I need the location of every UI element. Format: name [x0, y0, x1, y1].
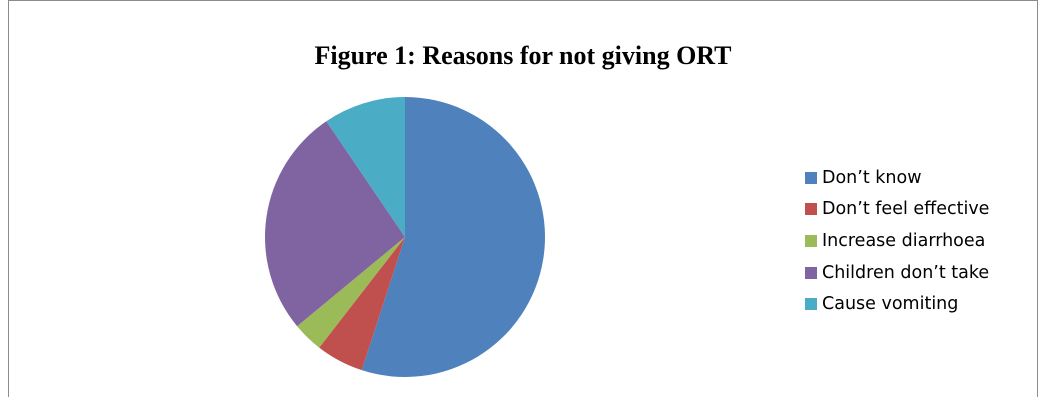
legend-swatch: [805, 171, 817, 184]
pie-slices: [265, 97, 545, 377]
legend-item: Cause vomiting: [805, 288, 1030, 320]
legend-swatch: [805, 266, 817, 279]
legend-swatch: [805, 298, 817, 311]
chart-title: Figure 1: Reasons for not giving ORT: [314, 41, 732, 70]
legend-label: Children don’t take: [822, 262, 990, 283]
legend-swatch: [805, 234, 817, 247]
legend-item: Children don’t take: [805, 257, 1030, 289]
legend-item: Don’t feel effective: [805, 194, 1030, 226]
legend-label: Don’t know: [822, 167, 922, 188]
legend-label: Don’t feel effective: [822, 199, 990, 220]
legend-label: Cause vomiting: [822, 294, 959, 315]
pie-slice: [265, 121, 405, 327]
legend-item: Increase diarrhoea: [805, 225, 1030, 257]
legend-item: Don’t know: [805, 162, 1030, 194]
pie-slice: [297, 237, 405, 348]
legend-label: Increase diarrhoea: [822, 230, 986, 251]
legend-swatch: [805, 203, 817, 216]
chart-legend: Don’t know Don’t feel effective Increase…: [805, 162, 1030, 320]
pie-slice: [319, 237, 405, 371]
pie-slice: [326, 97, 405, 237]
pie-slice: [361, 97, 545, 377]
